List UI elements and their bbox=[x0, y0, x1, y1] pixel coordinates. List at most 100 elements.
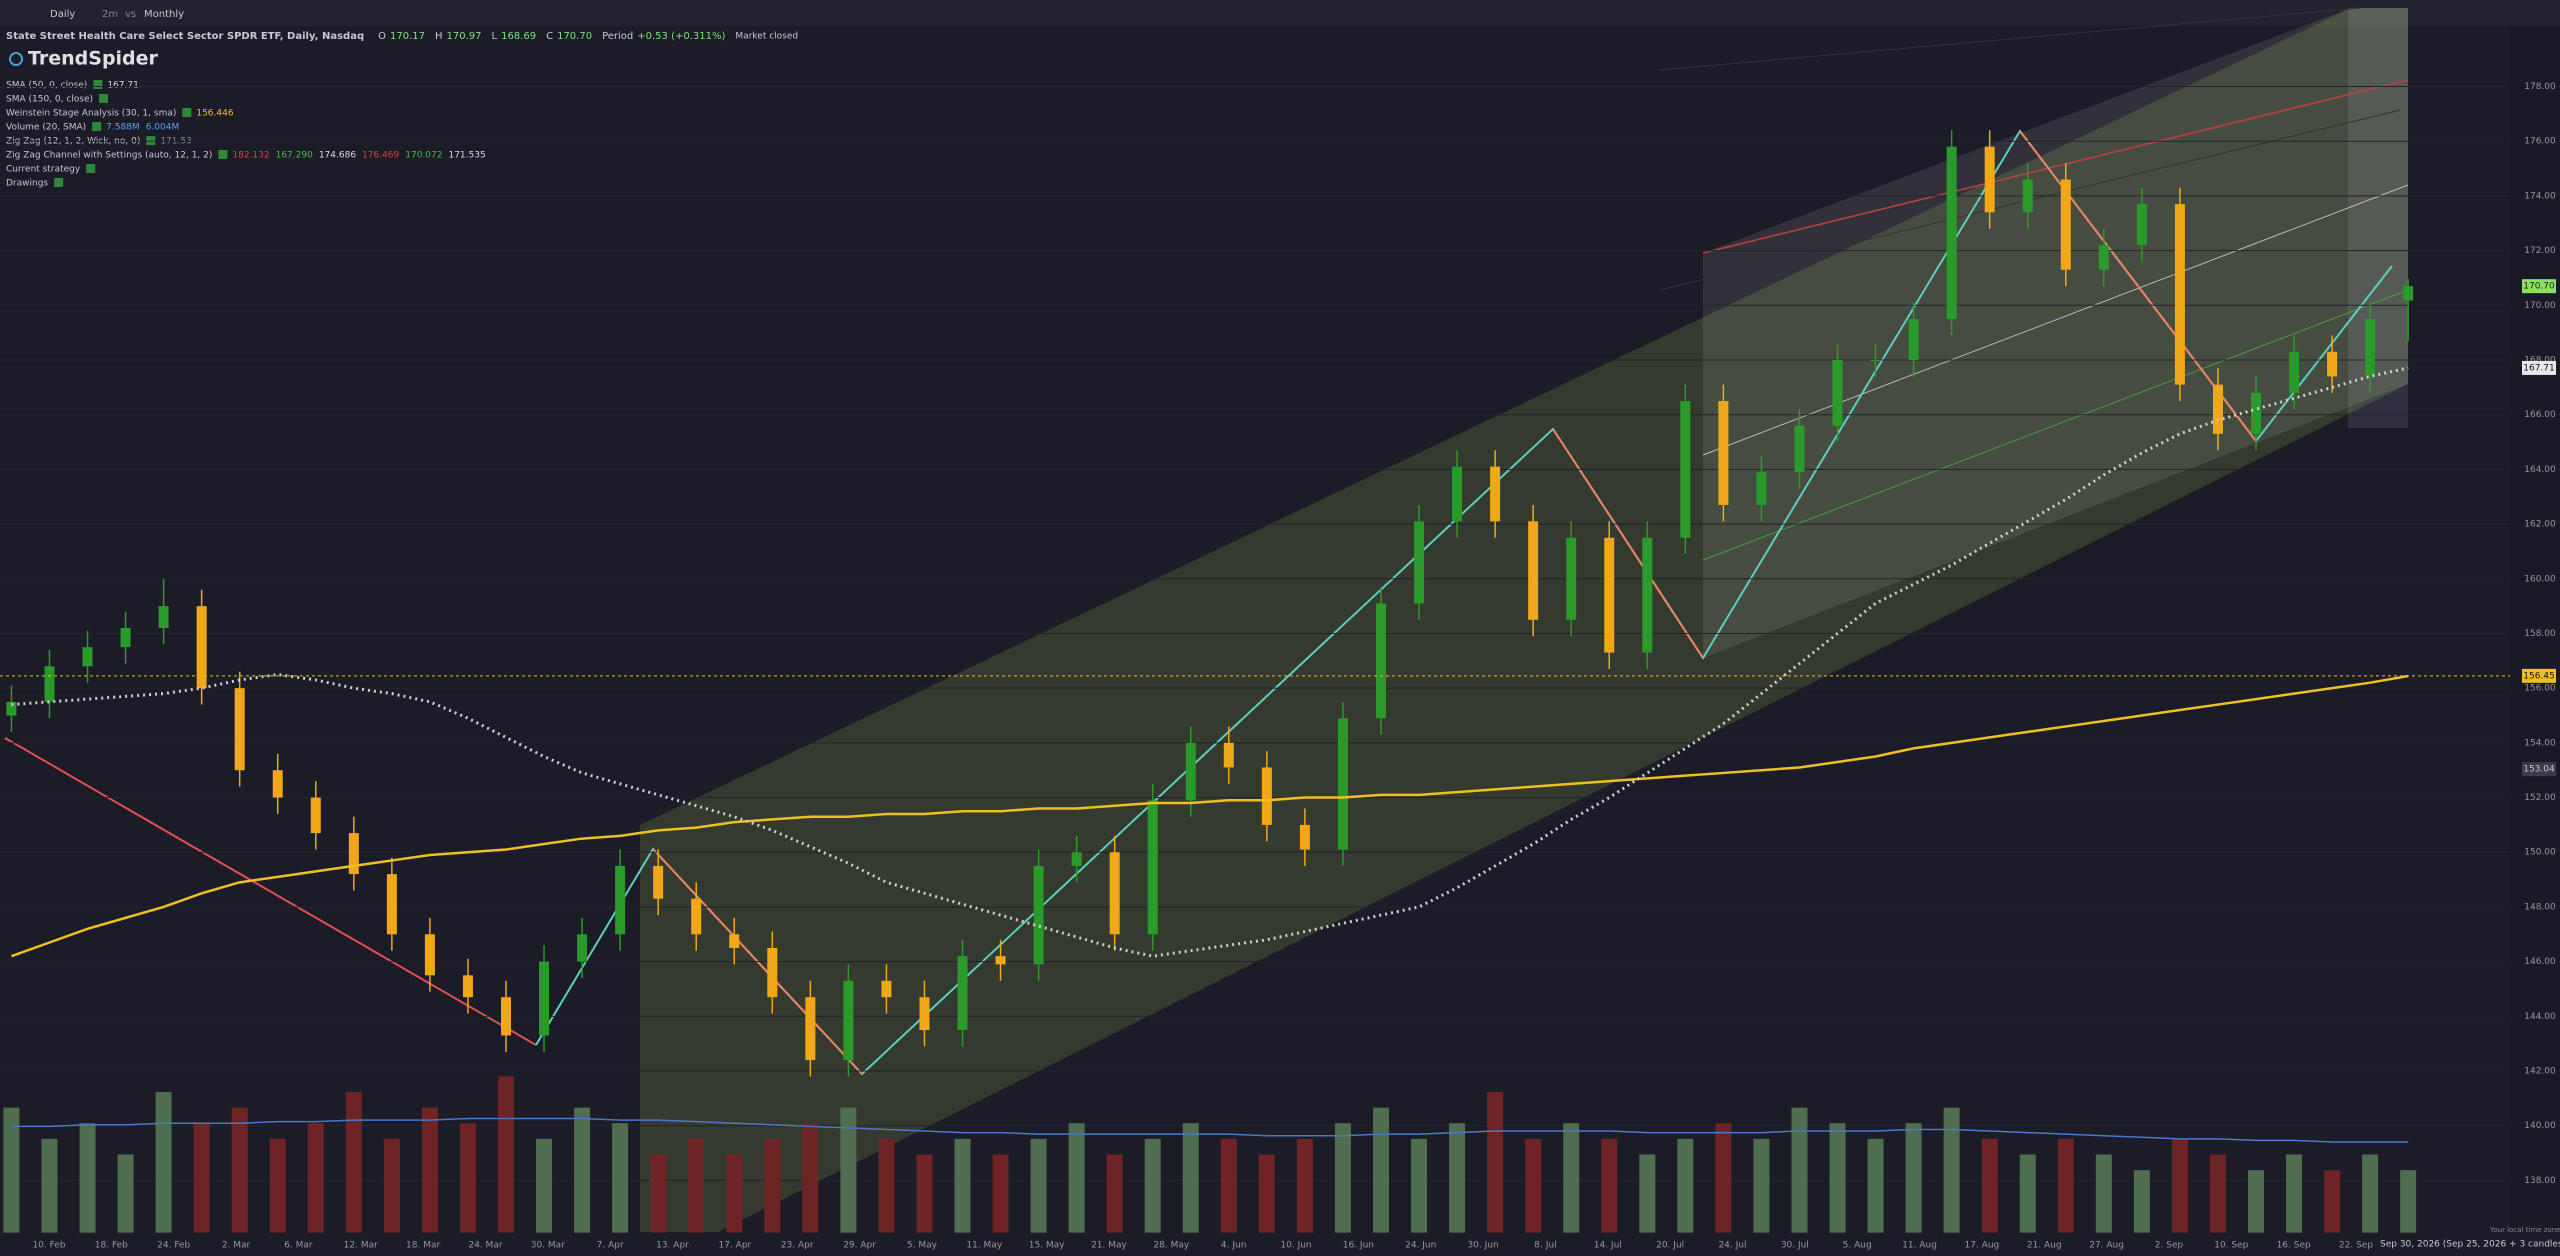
volume-bar bbox=[650, 1154, 667, 1233]
volume-bar bbox=[1905, 1123, 1922, 1233]
candle-body bbox=[1946, 146, 1957, 319]
candle-body bbox=[1223, 742, 1234, 768]
candle-body bbox=[919, 997, 930, 1030]
volume-bar bbox=[383, 1138, 400, 1233]
channel-line bbox=[1659, 7, 2361, 71]
volume-bar bbox=[1639, 1154, 1656, 1233]
legend-toggle[interactable] bbox=[54, 178, 64, 187]
legend-value: 176.469 bbox=[362, 151, 399, 161]
interval[interactable]: Daily bbox=[50, 9, 75, 20]
y-tick-label: 162.00 bbox=[2524, 520, 2556, 530]
ohlc-value: 170.17 bbox=[390, 31, 425, 42]
channel-inner bbox=[1703, 8, 2408, 658]
volume-bar bbox=[117, 1154, 134, 1233]
volume-bar bbox=[1601, 1138, 1618, 1233]
candle-body bbox=[2365, 318, 2376, 377]
compare[interactable]: Monthly bbox=[144, 9, 184, 20]
y-tick-label: 166.00 bbox=[2524, 410, 2556, 420]
volume-bar bbox=[840, 1107, 857, 1233]
candle-body bbox=[1490, 466, 1501, 522]
volume-bar bbox=[2057, 1138, 2074, 1233]
candle-body bbox=[6, 701, 17, 716]
y-tick-label: 160.00 bbox=[2524, 574, 2556, 584]
legend-toggle[interactable] bbox=[182, 108, 192, 117]
legend-value: 167.71 bbox=[107, 81, 139, 91]
candle-body bbox=[691, 898, 702, 935]
y-tick-label: 156.00 bbox=[2524, 684, 2556, 694]
volume-bar bbox=[1182, 1123, 1199, 1233]
legend-value: 7.588M bbox=[106, 123, 140, 133]
projection-band bbox=[2348, 8, 2408, 428]
volume-bar bbox=[1372, 1107, 1389, 1233]
x-tick-label: 20. Jul bbox=[1656, 1241, 1684, 1251]
legend-value: 6.004M bbox=[146, 123, 180, 133]
legend-value: 171.535 bbox=[448, 151, 485, 161]
x-tick-label: 21. Aug bbox=[2027, 1241, 2062, 1251]
candle-body bbox=[1375, 603, 1386, 719]
legend-name: Drawings bbox=[6, 179, 48, 189]
x-tick-label: 17. Aug bbox=[1965, 1241, 2000, 1251]
x-tick-label: 5. Aug bbox=[1843, 1241, 1872, 1251]
legend-toggle[interactable] bbox=[93, 80, 103, 89]
range[interactable]: 2m bbox=[102, 9, 118, 20]
x-tick-label: 18. Mar bbox=[406, 1241, 440, 1251]
volume-bar bbox=[1334, 1123, 1351, 1233]
candle-body bbox=[2022, 179, 2033, 213]
legend-value: 182.132 bbox=[232, 151, 269, 161]
x-tick-label: 5. May bbox=[907, 1241, 938, 1251]
volume_sma-line bbox=[11, 1117, 2409, 1143]
legend-toggle[interactable] bbox=[146, 136, 156, 145]
price-tag bbox=[2522, 668, 2556, 683]
symbol-title: State Street Health Care Select Sector S… bbox=[6, 31, 364, 42]
volume-bar bbox=[2362, 1154, 2379, 1233]
candle-body bbox=[2098, 245, 2109, 270]
x-tick-label: 6. Mar bbox=[284, 1241, 313, 1251]
footer-date: Sep 30, 2026 (Sep 25, 2026 + 3 candles) bbox=[2380, 1240, 2560, 1250]
volume-bar bbox=[2019, 1154, 2036, 1233]
volume-bar bbox=[2133, 1170, 2150, 1233]
volume-bar bbox=[802, 1123, 819, 1233]
logo-text: TrendSpider bbox=[28, 48, 159, 70]
x-tick-label: 12. Mar bbox=[344, 1241, 378, 1251]
volume-bar bbox=[726, 1154, 743, 1233]
candle-body bbox=[500, 997, 511, 1036]
volume-bar bbox=[231, 1107, 248, 1233]
y-tick-label: 138.00 bbox=[2524, 1176, 2556, 1186]
volume-bar bbox=[1487, 1091, 1504, 1233]
x-tick-label: 24. Feb bbox=[157, 1241, 190, 1251]
legend-toggle[interactable] bbox=[99, 94, 109, 103]
vs: vs bbox=[125, 9, 136, 20]
legend-toggle[interactable] bbox=[218, 150, 228, 159]
y-tick-label: 154.00 bbox=[2524, 738, 2556, 748]
x-tick-label: 11. May bbox=[966, 1241, 1002, 1251]
candle-body bbox=[1870, 360, 1881, 361]
candle-body bbox=[1109, 852, 1120, 935]
ohlc-label: H bbox=[435, 31, 443, 42]
legend-toggle[interactable] bbox=[86, 164, 96, 173]
volume-bar bbox=[1411, 1138, 1428, 1233]
channel-line bbox=[1702, 184, 2409, 456]
volume-bar bbox=[2400, 1170, 2417, 1233]
x-tick-label: 27. Aug bbox=[2089, 1241, 2124, 1251]
volume-bar bbox=[307, 1123, 324, 1233]
candle-body bbox=[158, 606, 169, 628]
price-tag bbox=[2522, 279, 2556, 294]
price-tag-label: 153.04 bbox=[2523, 765, 2555, 775]
legend-name: Volume (20, SMA) bbox=[6, 123, 86, 133]
candle-body bbox=[539, 961, 550, 1036]
x-tick-label: 28. May bbox=[1153, 1241, 1189, 1251]
candle-body bbox=[1452, 466, 1463, 522]
candle-body bbox=[1566, 537, 1577, 620]
price-tag-label: 167.71 bbox=[2523, 363, 2555, 373]
candle-body bbox=[1984, 146, 1995, 213]
legend-toggle[interactable] bbox=[92, 122, 102, 131]
ohlc-value: 170.97 bbox=[447, 31, 482, 42]
legend-name: SMA (50, 0, close) bbox=[6, 81, 87, 91]
volume-bar bbox=[1030, 1138, 1047, 1233]
x-tick-label: 16. Jun bbox=[1343, 1241, 1374, 1251]
candle-body bbox=[653, 865, 664, 899]
candle-body bbox=[767, 947, 778, 998]
candle-body bbox=[1528, 521, 1539, 620]
candle-body bbox=[1832, 360, 1843, 426]
